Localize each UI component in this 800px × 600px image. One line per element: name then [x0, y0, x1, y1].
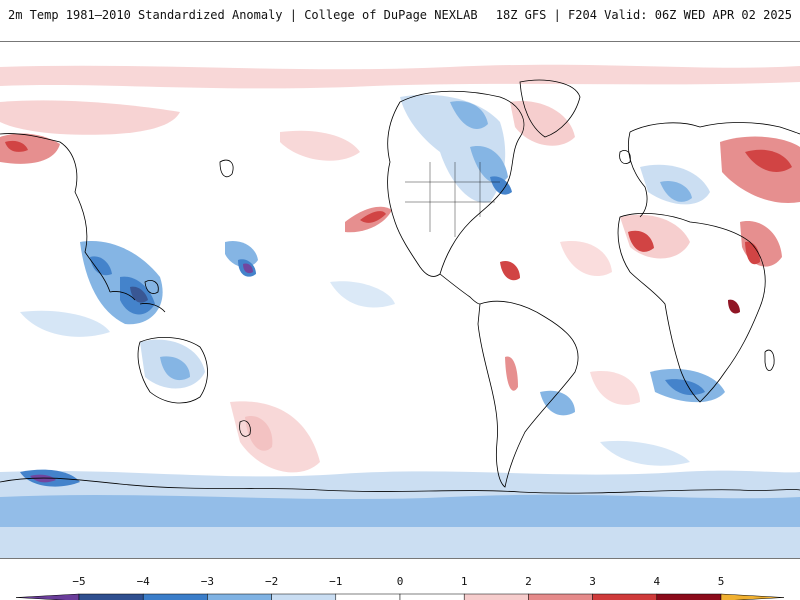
colorbar-segment	[592, 593, 658, 600]
map-panel	[0, 41, 800, 559]
coastlines	[0, 79, 800, 494]
anomaly-shading	[0, 64, 800, 558]
colorbar-arrow-high	[720, 593, 785, 600]
model-run-info: 18Z GFS | F204 Valid: 06Z WED APR 02 202…	[495, 8, 792, 22]
colorbar-segment	[207, 593, 272, 600]
header: 2m Temp 1981–2010 Standardized Anomaly |…	[0, 0, 800, 30]
anomaly-map	[0, 42, 800, 558]
map-title: 2m Temp 1981–2010 Standardized Anomaly |…	[8, 8, 478, 22]
colorbar-tick-label: −3	[200, 575, 215, 588]
colorbar-segment	[271, 593, 337, 600]
colorbar-segment	[463, 593, 529, 600]
colorbar-tick-label: 5	[717, 575, 725, 588]
colorbar-segment	[142, 593, 208, 600]
colorbar-tick-label: −4	[136, 575, 150, 588]
colorbar-arrow-low	[15, 593, 80, 600]
colorbar-segment	[656, 593, 722, 600]
colorbar-segment	[528, 593, 593, 600]
colorbar-segment	[399, 593, 465, 600]
colorbar-tick-label: 0	[396, 575, 404, 588]
colorbar-segment	[335, 593, 401, 600]
colorbar	[15, 593, 785, 600]
colorbar-segments	[15, 593, 785, 600]
colorbar-segment	[78, 593, 144, 600]
colorbar-tick-label: −1	[329, 575, 343, 588]
colorbar-tick-label: −5	[72, 575, 86, 588]
colorbar-tick-label: −2	[264, 575, 279, 588]
colorbar-tick-label: 3	[589, 575, 596, 588]
colorbar-tick-label: 4	[653, 575, 661, 588]
colorbar-tick-label: 1	[460, 575, 468, 588]
colorbar-tick-label: 2	[525, 575, 532, 588]
